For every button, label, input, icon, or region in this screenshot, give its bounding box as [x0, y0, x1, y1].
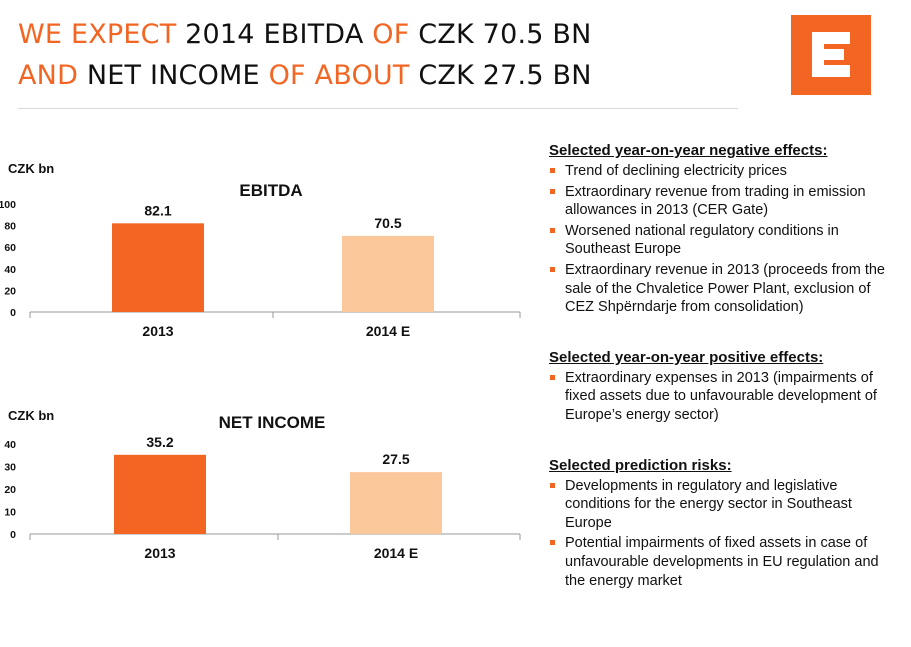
y-tick-label: 0 [10, 529, 16, 541]
chart-title: EBITDA [239, 181, 302, 200]
chart-svg: CZK bn NET INCOME 0 10 20 30 40 35.2 2013 27.5 201… [4, 408, 521, 561]
bullet-list: Developments in regulatory and legislati… [549, 477, 899, 591]
y-tick-label: 80 [4, 221, 16, 233]
list-item-text: Developments in regulatory and legislati… [565, 477, 852, 531]
logo-mark [812, 32, 850, 77]
title-segment: AND [18, 60, 87, 91]
title-segment: OF [372, 19, 419, 50]
bar [112, 223, 204, 312]
bar [114, 454, 206, 534]
y-tick-label: 40 [4, 439, 16, 451]
list-item: Potential impairments of fixed assets in… [549, 534, 899, 590]
bullet-list: Extraordinary expenses in 2013 (impairme… [549, 369, 899, 425]
y-tick-label: 60 [4, 242, 16, 254]
bullet-list: Trend of declining electricity prices Ex… [549, 162, 899, 317]
title-segment: CZK 70.5 BN [418, 19, 592, 50]
title-segment: 2014 EBITDA [185, 19, 373, 50]
list-item: Extraordinary revenue from trading in em… [549, 183, 899, 220]
list-item-text: Extraordinary expenses in 2013 (impairme… [565, 369, 877, 423]
ebitda-chart: CZK bn EBITDA 0 20 40 60 80 100 82.1 2013 70.5 2014… [0, 150, 540, 350]
y-tick-label: 30 [4, 462, 16, 474]
y-tick-label: 40 [4, 264, 16, 276]
y-tick-label: 20 [4, 484, 16, 496]
list-item: Trend of declining electricity prices [549, 162, 899, 181]
list-item: Extraordinary revenue in 2013 (proceeds … [549, 261, 899, 317]
section-heading: Selected prediction risks: [549, 456, 732, 474]
data-label: 35.2 [146, 434, 173, 450]
x-tick-label: 2013 [142, 323, 173, 339]
x-tick-label: 2014 E [374, 545, 418, 561]
data-label: 27.5 [382, 451, 409, 467]
y-axis-label: CZK bn [8, 408, 54, 423]
title-segment: OF ABOUT [268, 60, 419, 91]
chart-title: NET INCOME [219, 413, 326, 432]
data-label: 70.5 [374, 215, 401, 231]
page-title: WE EXPECT 2014 EBITDA OF CZK 70.5 BN AND… [18, 14, 592, 96]
x-tick-label: 2014 E [366, 323, 410, 339]
bar [350, 472, 442, 534]
y-tick-label: 100 [0, 199, 16, 211]
section-negative-effects: Selected year-on-year negative effects: … [549, 142, 899, 317]
effects-panel: Selected year-on-year negative effects: … [549, 142, 899, 592]
bullet-square-icon [550, 540, 555, 546]
section-heading: Selected year-on-year positive effects: [549, 348, 824, 366]
chart-svg: CZK bn EBITDA 0 20 40 60 80 100 82.1 2013 70.5 2014… [0, 161, 521, 339]
y-axis-label: CZK bn [8, 161, 54, 176]
list-item-text: Trend of declining electricity prices [565, 163, 787, 179]
title-line-1: WE EXPECT 2014 EBITDA OF CZK 70.5 BN [18, 14, 592, 55]
list-item-text: Potential impairments of fixed assets in… [565, 535, 879, 589]
data-label: 82.1 [144, 202, 171, 218]
bullet-square-icon [550, 266, 555, 272]
y-tick-label: 20 [4, 285, 16, 297]
title-divider [18, 108, 738, 109]
title-segment: CZK 27.5 BN [418, 60, 592, 91]
bullet-square-icon [550, 374, 555, 380]
y-tick-label: 0 [10, 307, 16, 319]
net-income-chart: CZK bn NET INCOME 0 10 20 30 40 35.2 2013 27.5 201… [0, 398, 540, 570]
section-heading: Selected year-on-year negative effects: [549, 142, 828, 159]
list-item: Developments in regulatory and legislati… [549, 477, 899, 533]
list-item-text: Worsened national regulatory conditions … [565, 222, 839, 258]
title-line-2: AND NET INCOME OF ABOUT CZK 27.5 BN [18, 55, 592, 96]
bullet-square-icon [550, 188, 555, 194]
section-prediction-risks: Selected prediction risks: Developments … [549, 457, 899, 591]
list-item: Extraordinary expenses in 2013 (impairme… [549, 369, 899, 425]
bullet-square-icon [550, 227, 555, 233]
list-item-text: Extraordinary revenue from trading in em… [565, 183, 866, 219]
bullet-square-icon [550, 168, 555, 173]
bullet-square-icon [550, 482, 555, 488]
section-positive-effects: Selected year-on-year positive effects: … [549, 349, 899, 425]
list-item: Worsened national regulatory conditions … [549, 222, 899, 259]
bar [342, 235, 434, 312]
list-item-text: Extraordinary revenue in 2013 (proceeds … [565, 261, 885, 316]
y-tick-label: 10 [4, 507, 16, 519]
title-segment: NET INCOME [86, 60, 269, 91]
title-segment: WE EXPECT [18, 19, 186, 50]
cez-logo-icon [791, 15, 871, 95]
x-tick-label: 2013 [144, 545, 175, 561]
